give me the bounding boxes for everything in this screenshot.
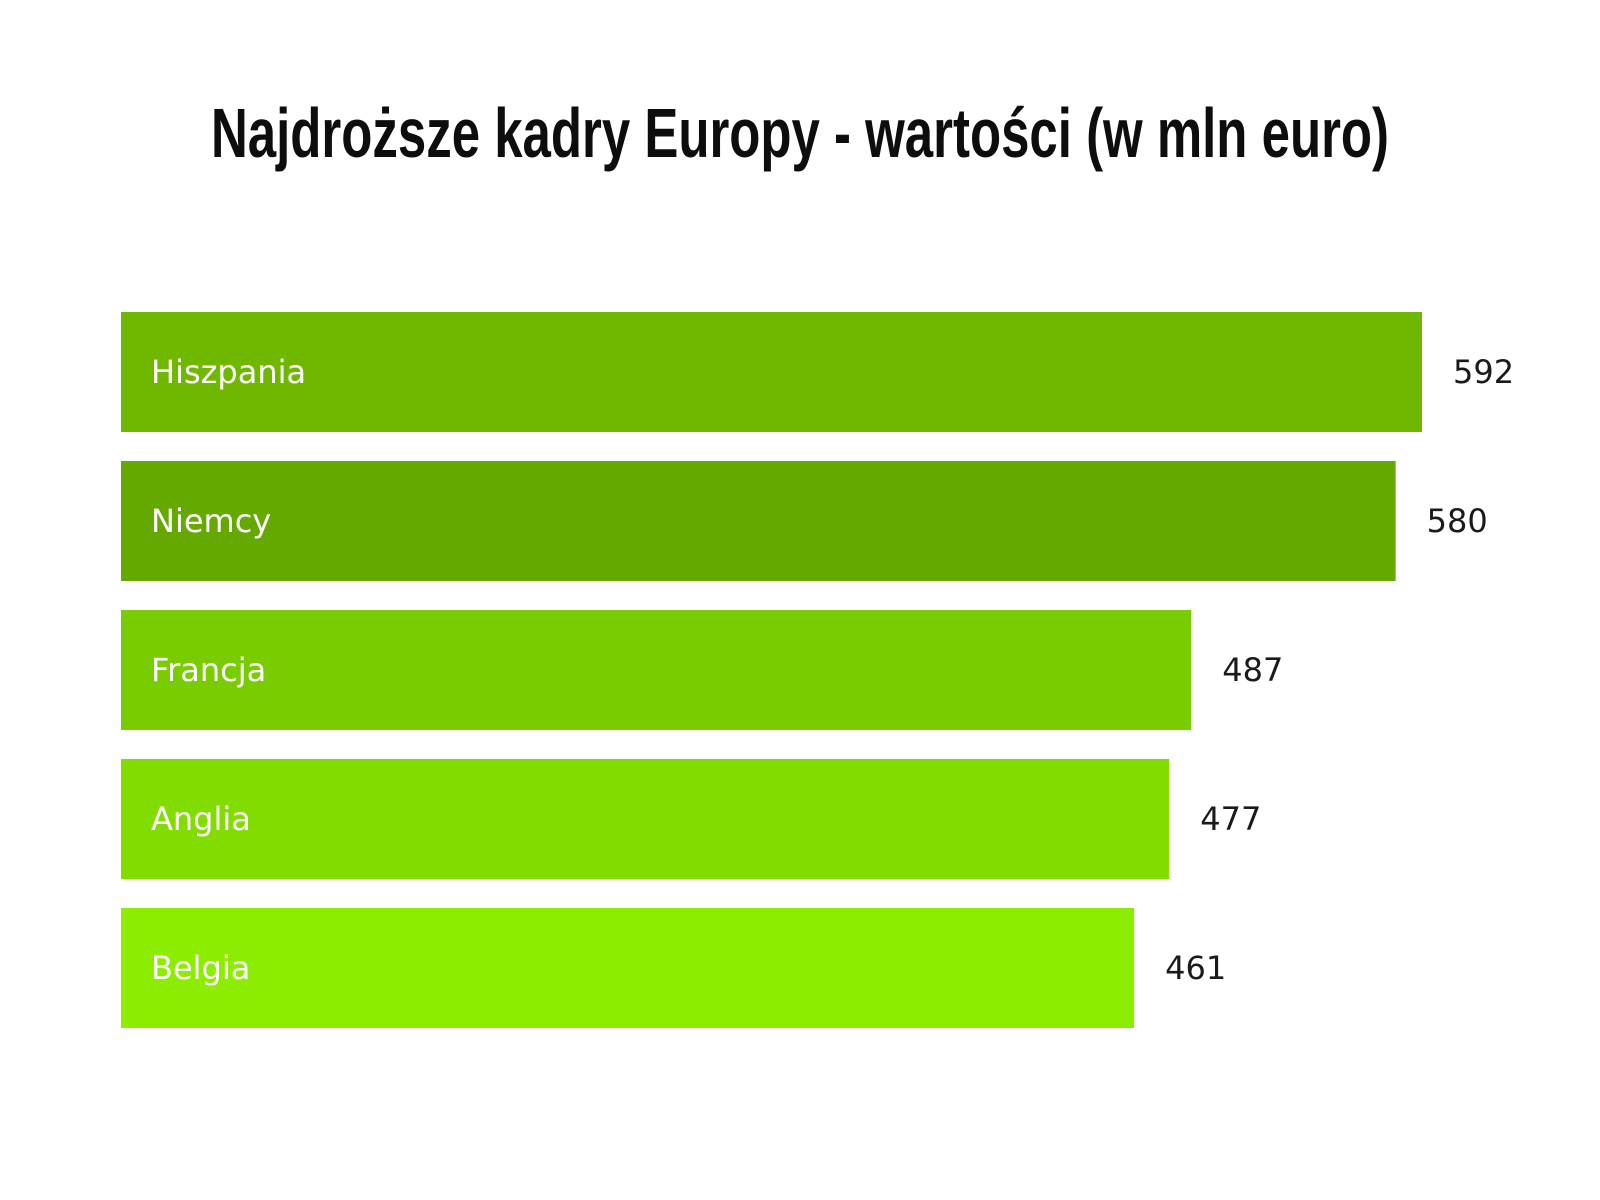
bars-group: Hiszpania 592 Niemcy 580 Francja 487 Anglia 477… [121, 312, 1514, 1028]
bar-niemcy [121, 461, 1396, 581]
value-label: 580 [1427, 502, 1488, 540]
category-label: Hiszpania [151, 353, 306, 391]
category-label: Anglia [151, 800, 251, 838]
category-label: Belgia [151, 949, 250, 987]
value-label: 461 [1165, 949, 1226, 987]
bar-hiszpania [121, 312, 1422, 432]
value-label: 477 [1200, 800, 1261, 838]
category-label: Francja [151, 651, 266, 689]
chart-title: Najdroższe kadry Europy - wartości (w ml… [211, 94, 1389, 172]
category-label: Niemcy [151, 502, 271, 540]
value-label: 487 [1222, 651, 1283, 689]
bar-francja [121, 610, 1192, 730]
value-label: 592 [1453, 353, 1514, 391]
bar-anglia [121, 759, 1170, 879]
bar-belgia [121, 908, 1135, 1028]
